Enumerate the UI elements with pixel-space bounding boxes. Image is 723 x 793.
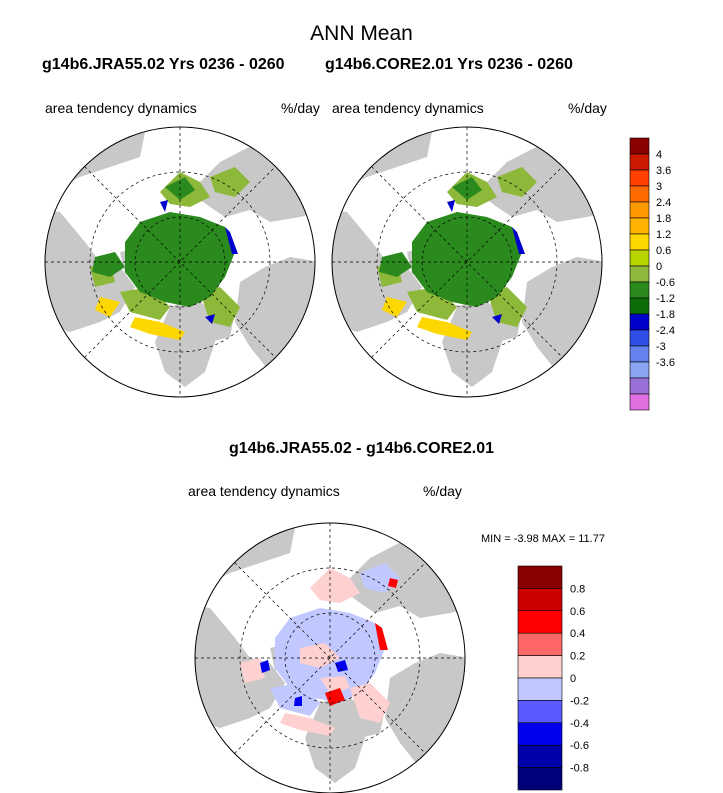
top-colorbar-tick-label: 3.6	[656, 165, 671, 177]
diff-colorbar: 0.8 0.6 0.4 0.2 0 -0.2 -0.4 -0.6 -0.8	[517, 565, 589, 791]
left-field-label: area tendency dynamics	[45, 100, 197, 116]
left-ice-field	[90, 167, 250, 340]
top-colorbar-tick-label: 0.6	[656, 245, 671, 257]
diff-colorbar-tick-label: 0.8	[570, 583, 585, 595]
top-colorbar-swatch	[629, 233, 650, 251]
page-title: ANN Mean	[310, 22, 413, 45]
top-colorbar-swatch	[629, 297, 650, 315]
top-colorbar-swatch	[629, 217, 650, 235]
right-field-label: area tendency dynamics	[332, 100, 484, 116]
diff-colorbar-swatch	[517, 767, 563, 791]
right-graticule	[332, 127, 602, 397]
diff-colorbar-tick-label: -0.6	[570, 740, 589, 752]
diff-graticule	[195, 523, 465, 793]
top-colorbar-swatch	[629, 329, 650, 347]
diff-colorbar-swatch	[517, 744, 563, 768]
min-value: -3.98	[513, 533, 539, 545]
top-colorbar-tick-label: -0.6	[656, 277, 675, 289]
top-colorbar-swatch	[629, 249, 650, 267]
left-polar-map	[44, 126, 316, 398]
diff-colorbar-tick-label: 0.6	[570, 606, 585, 618]
top-colorbar-tick-label: 4	[656, 149, 662, 161]
top-colorbar-swatch	[629, 377, 650, 395]
right-polar-map	[331, 126, 603, 398]
top-colorbar-swatch	[629, 393, 650, 411]
top-colorbar-swatch	[629, 345, 650, 363]
min-label: MIN =	[481, 533, 511, 545]
diff-colorbar-tick-label: -0.8	[570, 763, 589, 775]
left-units-label: %/day	[281, 100, 320, 116]
diff-colorbar-swatch	[517, 610, 563, 634]
diff-polar-map	[194, 522, 466, 793]
top-colorbar-tick-label: 1.8	[656, 213, 671, 225]
top-colorbar-swatch	[629, 201, 650, 219]
run1-title: g14b6.JRA55.02 Yrs 0236 - 0260	[42, 56, 285, 73]
top-colorbar-tick-label: 3	[656, 181, 662, 193]
top-colorbar-swatch	[629, 169, 650, 187]
top-colorbar-tick-label: -1.2	[656, 293, 675, 305]
top-colorbar-tick-label: -3	[656, 341, 666, 353]
diff-colorbar-swatch	[517, 700, 563, 724]
top-colorbar-swatch	[629, 265, 650, 283]
top-colorbar-swatch	[629, 153, 650, 171]
top-colorbar-swatch	[629, 313, 650, 331]
diff-colorbar-tick-label: 0	[570, 673, 576, 685]
top-colorbar-swatch	[629, 281, 650, 299]
diff-field-label: area tendency dynamics	[188, 483, 340, 499]
stats-line: MIN = -3.98 MAX = 11.77	[481, 533, 605, 545]
diff-colorbar-tick-label: -0.4	[570, 718, 589, 730]
diff-colorbar-tick-label: 0.4	[570, 628, 585, 640]
diff-title: g14b6.JRA55.02 - g14b6.CORE2.01	[228, 440, 494, 457]
top-colorbar-tick-label: 1.2	[656, 229, 671, 241]
top-colorbar-swatch	[629, 137, 650, 155]
top-colorbar-swatch	[629, 185, 650, 203]
top-colorbar-tick-label: -3.6	[656, 357, 675, 369]
diff-colorbar-swatch	[517, 677, 563, 701]
top-colorbar: 4 3.6 3 2.4 1.8 1.2 0.6 0 -0.6 -1.2 -1.8 -2.4 -3 -3.6	[629, 137, 675, 411]
top-colorbar-tick-label: -1.8	[656, 309, 675, 321]
diff-colorbar-swatch	[517, 655, 563, 679]
diff-colorbar-swatch	[517, 722, 563, 746]
diff-colorbar-tick-label: 0.2	[570, 651, 585, 663]
diff-colorbar-swatch	[517, 588, 563, 612]
diff-colorbar-swatch	[517, 632, 563, 656]
left-graticule	[45, 127, 315, 397]
top-colorbar-tick-label: 0	[656, 261, 662, 273]
max-value: 11.77	[578, 533, 605, 545]
right-units-label: %/day	[568, 100, 607, 116]
diff-colorbar-swatch	[517, 565, 563, 589]
diff-units-label: %/day	[423, 483, 462, 499]
max-label: MAX =	[541, 533, 576, 545]
top-colorbar-swatch	[629, 361, 650, 379]
diff-colorbar-tick-label: -0.2	[570, 695, 589, 707]
run2-title: g14b6.CORE2.01 Yrs 0236 - 0260	[325, 56, 573, 73]
top-colorbar-tick-label: -2.4	[656, 325, 675, 337]
top-colorbar-tick-label: 2.4	[656, 197, 671, 209]
